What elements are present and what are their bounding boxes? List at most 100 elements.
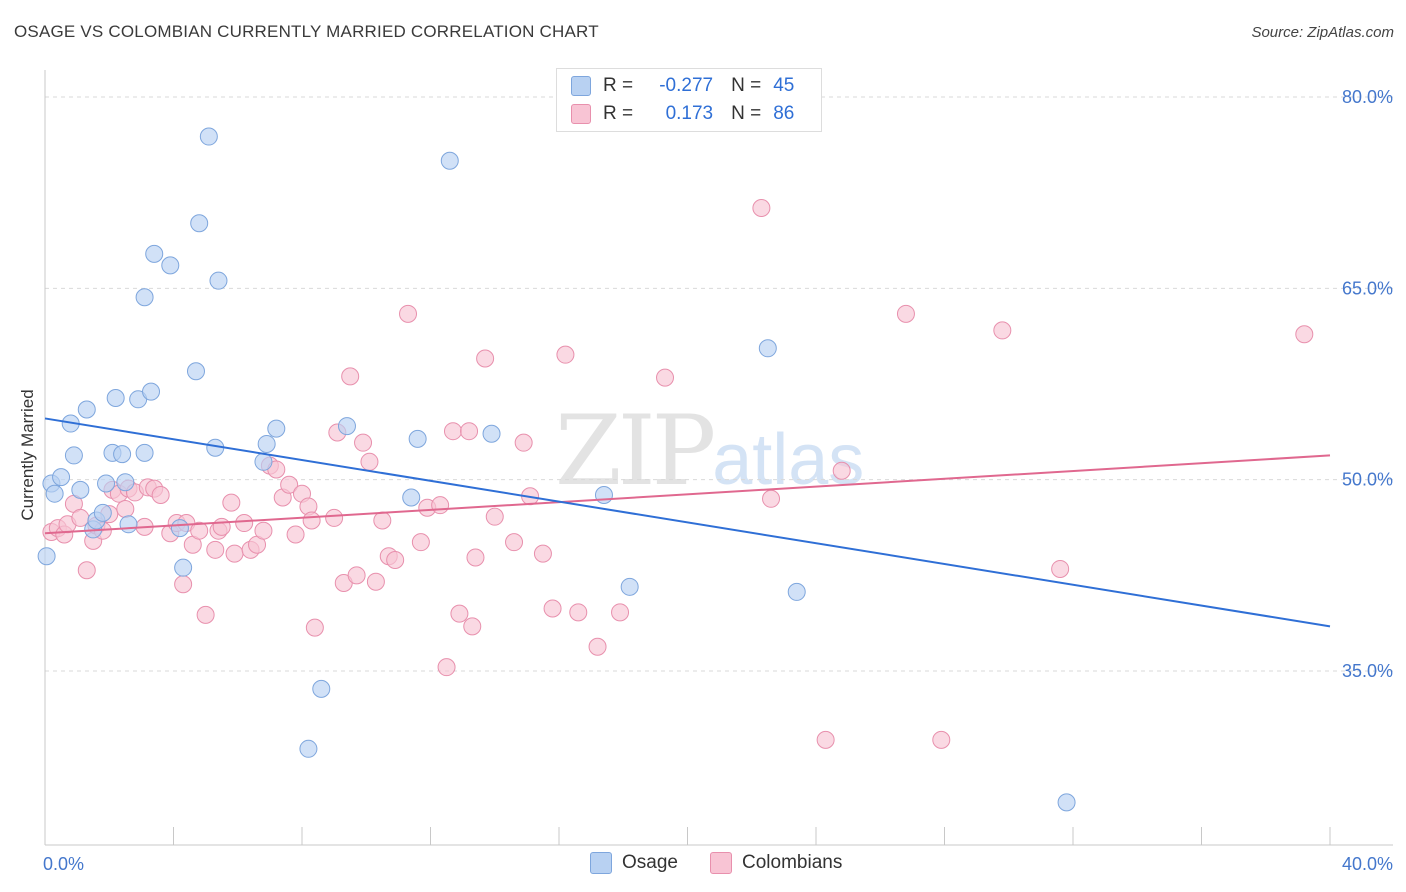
osage-point <box>267 419 286 438</box>
legend-row-osage: R = -0.277 N = 45 <box>571 73 794 99</box>
osage-point <box>37 547 56 566</box>
colombian-point <box>816 730 835 749</box>
osage-point <box>174 558 193 577</box>
osage-point <box>199 127 218 146</box>
colombian-point <box>460 422 479 441</box>
colombian-point <box>399 304 418 323</box>
osage-point <box>440 151 459 170</box>
colombian-point <box>302 511 321 530</box>
colombian-point <box>896 304 915 323</box>
colombian-point <box>190 521 209 540</box>
bottom-legend-swatch-osage <box>590 852 612 874</box>
colombian-point <box>588 637 607 656</box>
colombian-point <box>1295 325 1314 344</box>
osage-point <box>787 582 806 601</box>
osage-point <box>190 214 209 233</box>
bottom-legend-colombians: Colombians <box>710 852 842 874</box>
legend-swatch-colombians <box>571 104 591 124</box>
osage-point <box>142 382 161 401</box>
bottom-legend-osage: Osage <box>590 852 678 874</box>
osage-point <box>97 474 116 493</box>
colombian-point <box>556 345 575 364</box>
osage-point <box>254 452 273 471</box>
colombian-point <box>366 572 385 591</box>
colombian-point <box>411 533 430 552</box>
colombian-point <box>476 349 495 368</box>
colombian-point <box>254 521 273 540</box>
osage-point <box>620 577 639 596</box>
bottom-legend-label-colombians: Colombians <box>742 852 843 873</box>
colombian-trend-line <box>44 454 1331 535</box>
legend-n-label: N = <box>731 75 762 96</box>
osage-point <box>71 480 90 499</box>
osage-point <box>116 473 135 492</box>
legend-n-value-colombians: 86 <box>773 103 795 124</box>
colombian-point <box>386 551 405 570</box>
legend-r-value-osage: -0.277 <box>659 75 714 96</box>
osage-point <box>145 244 164 263</box>
colombian-point <box>222 493 241 512</box>
source-label: Source: ZipAtlas.com <box>1251 24 1394 41</box>
colombian-point <box>347 566 366 585</box>
colombian-point <box>116 500 135 519</box>
colombian-point <box>431 496 450 515</box>
osage-point <box>209 271 228 290</box>
y-tick-label: 65.0% <box>1342 278 1393 298</box>
osage-point <box>299 739 318 758</box>
osage-point <box>45 484 64 503</box>
colombian-point <box>196 605 215 624</box>
osage-point <box>135 443 154 462</box>
colombian-point <box>206 540 225 559</box>
colombian-point <box>450 604 469 623</box>
stats-legend: R = -0.277 N = 45 R = 0.173 N = 86 <box>556 68 822 132</box>
y-tick-label: 80.0% <box>1342 87 1393 107</box>
colombian-point <box>354 433 373 452</box>
colombian-point <box>225 544 244 563</box>
colombian-point <box>174 575 193 594</box>
colombian-point <box>286 525 305 544</box>
osage-point <box>170 519 189 538</box>
colombian-point <box>437 658 456 677</box>
colombian-point <box>463 617 482 636</box>
osage-point <box>257 434 276 453</box>
osage-point <box>161 256 180 275</box>
colombian-point <box>993 321 1012 340</box>
osage-point <box>64 446 83 465</box>
osage-point <box>594 485 613 504</box>
colombian-point <box>341 367 360 386</box>
colombian-point <box>543 599 562 618</box>
x-tick-label: 0.0% <box>43 854 84 874</box>
colombian-point <box>305 618 324 637</box>
colombian-point <box>235 514 254 533</box>
legend-row-colombians: R = 0.173 N = 86 <box>571 101 794 127</box>
watermark: ZIPatlas <box>555 395 864 507</box>
legend-r-value-colombians: 0.173 <box>665 103 714 124</box>
osage-point <box>1057 793 1076 812</box>
colombian-point <box>569 603 588 622</box>
osage-point <box>135 288 154 307</box>
colombian-point <box>611 603 630 622</box>
colombian-point <box>151 485 170 504</box>
osage-point <box>52 468 71 487</box>
bottom-legend-label-osage: Osage <box>622 852 678 873</box>
colombian-point <box>360 452 379 471</box>
colombian-point <box>325 508 344 527</box>
colombian-point <box>505 533 524 552</box>
colombian-point <box>932 730 951 749</box>
osage-point <box>186 362 205 381</box>
osage-point <box>77 400 96 419</box>
colombian-point <box>656 368 675 387</box>
osage-point <box>93 503 112 522</box>
osage-point <box>119 515 138 534</box>
osage-trend-line <box>44 417 1331 628</box>
colombian-point <box>466 548 485 567</box>
colombian-point <box>485 507 504 526</box>
osage-point <box>482 424 501 443</box>
chart-title: OSAGE VS COLOMBIAN CURRENTLY MARRIED COR… <box>14 22 599 41</box>
colombian-point <box>752 198 771 217</box>
colombian-point <box>77 561 96 580</box>
colombian-point <box>514 433 533 452</box>
legend-r-label: R = <box>603 75 634 96</box>
legend-n-value-osage: 45 <box>773 75 795 96</box>
